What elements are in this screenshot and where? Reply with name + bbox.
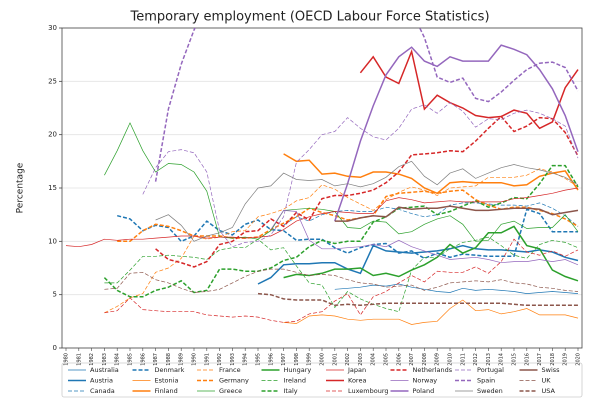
y-tick-label: 30 (48, 24, 57, 32)
plot-lines (65, 28, 579, 325)
x-tick-label: 2018 (550, 353, 556, 366)
series-line (334, 283, 579, 294)
x-tick-label: 1989 (179, 353, 185, 366)
series-line (104, 238, 579, 323)
legend-label: UK (542, 377, 552, 385)
x-tick-label: 2013 (486, 353, 492, 366)
x-tick-label: 1995 (256, 353, 262, 366)
series-line (257, 292, 578, 307)
x-tick-label: 1982 (89, 353, 95, 366)
x-tick-label: 2016 (524, 353, 530, 366)
x-tick-label: 2004 (371, 353, 377, 366)
legend-label: Korea (348, 377, 366, 385)
series-line (283, 202, 579, 227)
x-tick-label: 2009 (435, 353, 441, 366)
y-axis-label: Percentage (16, 162, 26, 213)
legend-label: Sweden (477, 387, 503, 395)
x-tick-label: 2014 (499, 353, 505, 366)
legend-label: Spain (477, 377, 495, 385)
x-tick-label: 1996 (268, 353, 274, 366)
legend-label: Swiss (542, 366, 561, 374)
series-line (283, 225, 579, 282)
y-tick-label: 20 (48, 131, 57, 139)
legend-label: Netherlands (413, 366, 453, 374)
series-line (104, 168, 579, 314)
series-line (142, 102, 579, 248)
x-tick-label: 2020 (576, 353, 582, 366)
legend-label: Luxembourg (348, 387, 389, 395)
x-tick-label: 1991 (204, 353, 210, 366)
x-tick-label: 1992 (217, 353, 223, 366)
x-tick-label: 2007 (409, 353, 415, 366)
x-tick-label: 1986 (140, 353, 146, 366)
x-tick-label: 2002 (345, 353, 351, 366)
legend-label: Finland (155, 387, 178, 395)
series-line (359, 48, 579, 130)
x-tick-label: 1980 (64, 353, 70, 366)
legend-label: Ireland (284, 377, 306, 385)
series-line (257, 244, 579, 285)
series-line (104, 236, 579, 313)
series-line (103, 164, 579, 298)
legend-label: Denmark (155, 366, 185, 374)
x-tick-label: 1997 (281, 353, 287, 366)
legend-label: Germany (219, 377, 249, 385)
x-tick-label: 2011 (460, 353, 466, 366)
legend-label: Austria (90, 377, 113, 385)
series-line (104, 268, 579, 293)
legend-label: France (219, 366, 241, 374)
series-line (65, 187, 579, 248)
x-tick-label: 2003 (358, 353, 364, 366)
series-line (155, 160, 579, 242)
x-tick-label: 2019 (563, 353, 569, 366)
x-tick-label: 2006 (396, 353, 402, 366)
series-line (334, 205, 579, 222)
x-tick-label: 1983 (102, 353, 108, 366)
x-tick-label: 2012 (473, 353, 479, 366)
x-tick-label: 1999 (307, 353, 313, 366)
x-tick-label: 2000 (320, 353, 326, 366)
chart-title: Temporary employment (OECD Labour Force … (129, 10, 489, 25)
x-tick-label: 1987 (153, 353, 159, 366)
series-line (334, 44, 579, 222)
x-tick-label: 1990 (192, 353, 198, 366)
y-tick-label: 10 (48, 237, 57, 245)
legend-label: Norway (413, 377, 438, 385)
x-tick-label: 1998 (294, 353, 300, 366)
series-line (104, 122, 579, 242)
legend-box (61, 362, 583, 398)
legend-label: Greece (219, 387, 242, 395)
x-tick-label: 1984 (115, 353, 121, 366)
y-tick-label: 5 (53, 291, 57, 299)
y-tick-label: 25 (48, 77, 57, 85)
x-tick-label: 1988 (166, 353, 172, 366)
legend-label: Japan (347, 366, 366, 374)
x-tick-label: 2008 (422, 353, 428, 366)
legend-label: Australia (90, 366, 119, 374)
x-tick-label: 2017 (537, 353, 543, 366)
x-tick-label: 1985 (128, 353, 134, 366)
x-tick-label: 2010 (448, 353, 454, 366)
y-tick-label: 0 (53, 344, 57, 352)
x-tick-label: 2015 (512, 353, 518, 366)
series-line (154, 28, 579, 182)
x-tick-label: 2005 (384, 353, 390, 366)
legend-label: Canada (90, 387, 115, 395)
x-tick-label: 2001 (332, 353, 338, 366)
legend-label: Italy (284, 387, 298, 395)
series-line (270, 210, 579, 266)
series-line (155, 115, 579, 268)
legend-label: Hungary (284, 366, 312, 374)
series-line (283, 153, 579, 195)
legend-label: Poland (413, 387, 435, 395)
series-line (283, 299, 579, 325)
x-tick-label: 1994 (243, 353, 249, 366)
x-tick-label: 1981 (76, 353, 82, 366)
legend-label: Estonia (155, 377, 179, 385)
legend-label: Portugal (477, 366, 504, 374)
legend-label: USA (542, 387, 556, 395)
x-tick-label: 1993 (230, 353, 236, 366)
y-tick-label: 15 (48, 184, 57, 192)
